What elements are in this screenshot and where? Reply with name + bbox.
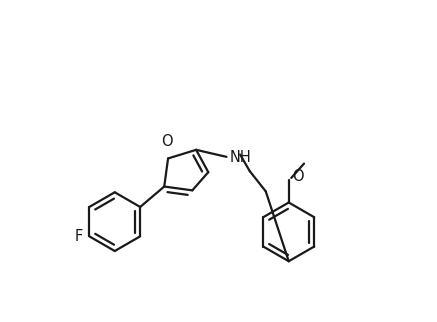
Text: NH: NH	[230, 150, 251, 165]
Text: F: F	[75, 229, 83, 244]
Text: O: O	[292, 169, 304, 184]
Text: O: O	[161, 134, 172, 149]
